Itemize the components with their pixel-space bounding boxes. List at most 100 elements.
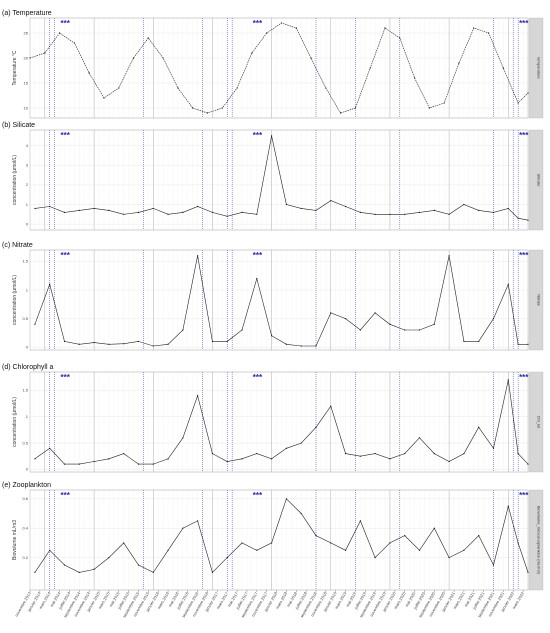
data-point <box>517 217 519 219</box>
data-point <box>226 460 228 463</box>
data-point <box>374 312 376 314</box>
data-point <box>433 209 435 211</box>
data-point <box>123 213 125 215</box>
data-point <box>211 452 214 455</box>
data-point <box>413 77 416 79</box>
data-point <box>280 22 283 24</box>
significance-stars: *** <box>519 131 529 140</box>
panel-title: (d) Chlorophyll a <box>2 364 53 371</box>
data-point <box>152 345 154 347</box>
data-point <box>527 463 529 465</box>
significance-stars: *** <box>519 19 529 28</box>
data-point <box>369 67 371 69</box>
data-point <box>44 52 46 54</box>
data-point <box>389 458 391 460</box>
data-point <box>315 426 317 428</box>
y-tick-label: 20 <box>24 55 29 60</box>
data-point <box>137 340 140 343</box>
data-point <box>197 395 199 397</box>
facet-strip <box>528 17 544 119</box>
data-point <box>226 557 228 559</box>
data-point <box>93 568 95 571</box>
data-point <box>108 209 110 211</box>
significance-stars: *** <box>253 373 263 382</box>
data-point <box>418 549 421 551</box>
data-point <box>458 62 460 64</box>
data-point <box>152 571 154 573</box>
facet-strip-label: Nitrate <box>537 294 542 307</box>
y-axis-label: concentration (µmol/L) <box>12 275 18 325</box>
data-point <box>197 205 199 208</box>
data-point <box>295 27 297 29</box>
facet-strip <box>528 489 544 591</box>
data-point <box>300 207 302 210</box>
data-point <box>359 329 361 331</box>
data-point <box>443 102 445 104</box>
data-point <box>330 199 332 202</box>
data-point <box>167 549 169 551</box>
y-tick-label: 25 <box>24 30 29 35</box>
y-tick-label: 1 <box>26 287 29 292</box>
y-tick-label: 0 <box>26 221 29 226</box>
panel-silicate: (b) Silicate 0 1 2 3 4 *** *** *** concentration … <box>2 122 544 231</box>
data-point <box>340 112 342 114</box>
plot-frame <box>29 371 529 473</box>
data-point <box>266 32 268 34</box>
y-tick-label: 0.6 <box>22 496 28 501</box>
data-point <box>182 527 184 529</box>
y-axis-label: concentration (µmol/L) <box>12 155 18 205</box>
data-point <box>108 458 110 460</box>
data-point <box>58 32 61 34</box>
panel-title: (a) Temperature <box>2 10 52 17</box>
data-point <box>315 534 317 537</box>
data-point <box>108 343 110 345</box>
panel-zooplankton: (e) Zooplankton 0.2 0.4 0.6 *** *** *** Biovolu… <box>2 482 544 591</box>
data-point <box>123 452 125 455</box>
data-point <box>226 215 228 217</box>
data-point <box>310 57 312 59</box>
data-point <box>527 92 529 94</box>
data-point <box>463 203 465 206</box>
data-point <box>492 317 495 320</box>
data-point <box>478 534 480 537</box>
significance-stars: *** <box>253 251 263 260</box>
data-point <box>300 345 302 347</box>
data-point <box>251 52 253 54</box>
significance-stars: *** <box>61 373 71 382</box>
significance-stars: *** <box>253 491 263 500</box>
significance-stars: *** <box>61 251 71 260</box>
data-point <box>418 329 421 331</box>
data-point <box>463 452 465 455</box>
y-tick-label: 0.5 <box>22 316 28 321</box>
data-point <box>152 463 154 465</box>
data-point <box>167 213 169 215</box>
data-point <box>448 255 450 257</box>
data-point <box>73 42 75 44</box>
data-point <box>487 32 490 34</box>
data-point <box>374 213 376 215</box>
data-point <box>404 329 406 331</box>
data-point <box>517 452 519 455</box>
data-point <box>34 207 36 210</box>
data-point <box>359 520 361 522</box>
plot-frame <box>29 249 529 351</box>
data-point <box>404 213 406 215</box>
data-point <box>507 505 509 507</box>
y-tick-label: 0.4 <box>22 526 28 531</box>
data-point <box>206 112 209 114</box>
data-point <box>433 527 435 529</box>
data-point <box>236 87 238 89</box>
data-point <box>34 458 36 460</box>
plot-frame <box>29 489 529 591</box>
data-point <box>448 460 450 463</box>
y-tick-label: 3 <box>26 163 29 168</box>
data-point <box>271 135 273 137</box>
data-point <box>182 329 184 331</box>
data-point <box>137 211 140 213</box>
y-axis-label: concentration (µmol/L) <box>12 397 18 447</box>
panel-temperature: (a) Temperature 10 15 20 25 *** *** *** Temperat… <box>2 10 544 119</box>
panel-title: (c) Nitrate <box>2 242 33 249</box>
data-point <box>29 57 31 59</box>
data-point <box>271 335 273 337</box>
